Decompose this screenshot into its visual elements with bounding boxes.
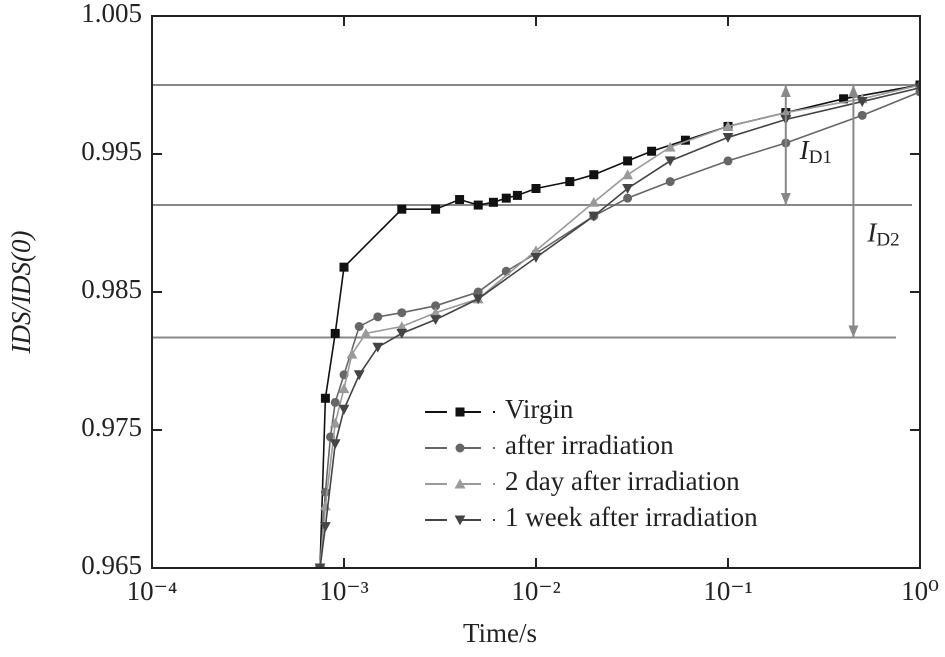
arrow-head (780, 85, 791, 97)
marker (839, 94, 849, 104)
marker (431, 204, 441, 214)
arrow-head (780, 193, 791, 206)
marker (856, 97, 868, 107)
marker (565, 177, 575, 187)
marker (354, 322, 364, 331)
marker (338, 383, 350, 394)
marker (430, 307, 442, 318)
legend-marker (455, 443, 465, 453)
marker (397, 308, 407, 318)
legend-marker (454, 515, 466, 526)
marker (723, 156, 733, 166)
y-axis-label: IDS/IDS(0) (6, 231, 36, 355)
legend-marker (455, 407, 465, 417)
x-tick-label: 10⁰ (901, 576, 939, 606)
legend-label: Virgin (505, 394, 574, 424)
marker (722, 132, 734, 143)
legend-label: 1 week after irradiation (505, 502, 758, 532)
marker (914, 83, 920, 94)
marker (372, 342, 384, 353)
marker (473, 287, 483, 297)
marker (512, 190, 522, 200)
marker (330, 328, 340, 338)
marker (588, 211, 600, 222)
marker (329, 439, 341, 450)
marker (396, 321, 408, 331)
marker (623, 156, 633, 166)
marker (501, 193, 511, 203)
marker (665, 177, 675, 187)
marker (857, 110, 867, 120)
marker (360, 328, 372, 338)
x-tick-label: 10⁻² (511, 576, 560, 606)
marker (664, 156, 676, 167)
legend-marker (454, 478, 466, 489)
annotation-label: ID2 (866, 217, 899, 250)
marker (530, 245, 542, 256)
y-tick-label: 1.005 (81, 0, 142, 28)
y-tick-label: 0.975 (81, 412, 142, 442)
annotation-label: ID1 (799, 135, 832, 168)
marker (530, 253, 542, 263)
marker (680, 135, 690, 145)
x-tick-label: 10⁻⁴ (127, 576, 178, 606)
marker (338, 404, 350, 415)
legend-label: 2 day after irradiation (505, 466, 740, 496)
marker (622, 169, 634, 180)
marker (397, 204, 407, 214)
marker (623, 193, 633, 203)
y-tick-label: 0.965 (81, 550, 142, 580)
marker (330, 397, 340, 407)
marker (319, 522, 331, 532)
marker (722, 121, 734, 131)
marker (664, 141, 676, 152)
y-tick-label: 0.995 (81, 136, 142, 166)
marker (320, 393, 330, 403)
marker (329, 417, 341, 428)
marker (473, 200, 483, 210)
arrow-head (848, 85, 859, 97)
marker (455, 195, 465, 205)
marker (588, 196, 600, 207)
marker (488, 197, 498, 207)
marker (431, 301, 441, 311)
marker (346, 348, 358, 359)
marker (373, 312, 383, 322)
x-tick-label: 10⁻¹ (703, 576, 752, 606)
y-tick-label: 0.985 (81, 274, 142, 304)
marker (339, 262, 349, 272)
marker (472, 294, 484, 305)
x-tick-label: 10⁻³ (319, 576, 368, 606)
marker (430, 315, 442, 325)
arrow-head (848, 325, 859, 338)
marker (622, 184, 634, 194)
marker (353, 370, 365, 381)
x-axis-label: Time/s (463, 618, 537, 648)
marker (314, 563, 326, 568)
plot-area (314, 79, 920, 568)
marker (396, 328, 408, 339)
marker (647, 146, 657, 156)
legend-label: after irradiation (505, 430, 674, 460)
marker (589, 170, 599, 180)
marker (531, 184, 541, 193)
